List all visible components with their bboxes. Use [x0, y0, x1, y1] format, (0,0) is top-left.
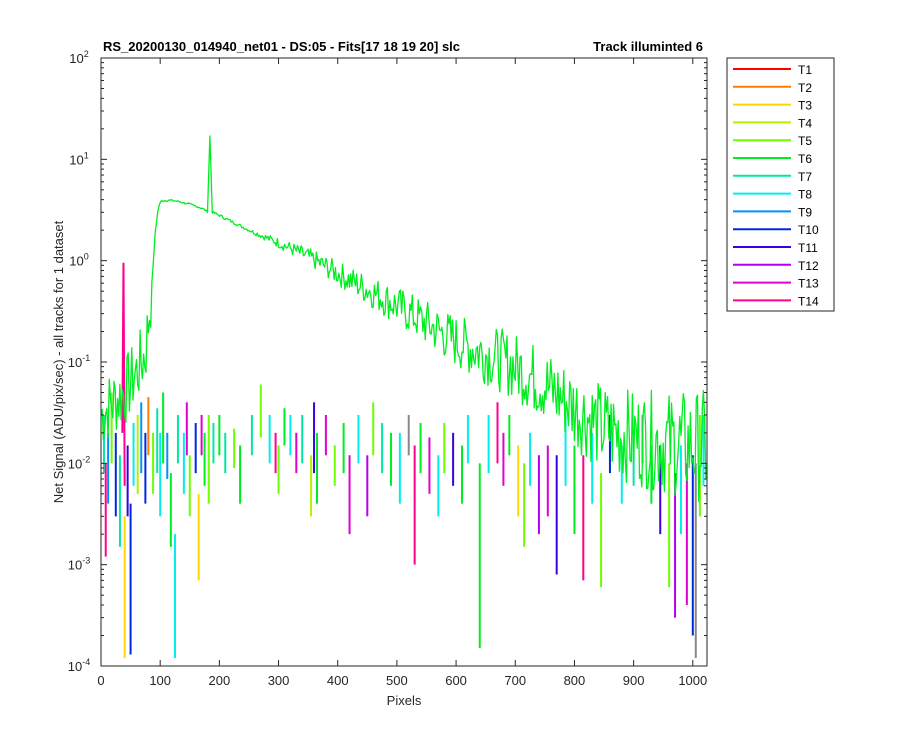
- legend-label: T14: [798, 294, 819, 308]
- y-tick-label: 102: [69, 49, 88, 66]
- chart-title-left: RS_20200130_014940_net01 - DS:05 - Fits[…: [103, 39, 460, 54]
- x-axis-label: Pixels: [387, 693, 422, 708]
- legend-label: T2: [798, 81, 812, 95]
- x-axis-ticks: 0 100 200 300 400 500 600 700 800 900 1000: [97, 58, 707, 688]
- legend-box: [726, 57, 835, 312]
- legend-label: T12: [798, 259, 819, 273]
- x-tick-label: 500: [386, 673, 408, 688]
- legend-label: T1: [798, 63, 812, 77]
- x-tick-label: 100: [149, 673, 171, 688]
- x-tick-label: 200: [209, 673, 231, 688]
- legend: T1 T2 T3 T4 T5 T6 T7 T8 T9 T10 T11 T12 T13 T14: [726, 57, 835, 312]
- legend-items: T1 T2 T3 T4 T5 T6 T7 T8 T9 T10 T11 T12 T13 T14: [733, 63, 819, 308]
- x-tick-label: 400: [327, 673, 349, 688]
- x-tick-label: 800: [564, 673, 586, 688]
- x-tick-label: 600: [445, 673, 467, 688]
- legend-label: T10: [798, 223, 819, 237]
- x-tick-label: 300: [268, 673, 290, 688]
- x-tick-label: 1000: [678, 673, 707, 688]
- y-tick-label: 100: [69, 252, 88, 269]
- y-tick-label: 10-1: [68, 353, 90, 370]
- legend-label: T9: [798, 205, 812, 219]
- plot-area: [101, 58, 707, 666]
- chart-title-right: Track illuminted 6: [593, 39, 703, 54]
- track-segments: [102, 384, 705, 658]
- legend-label: T3: [798, 99, 812, 113]
- y-axis-label: Net Signal (ADU/pix/sec) - all tracks fo…: [51, 220, 66, 503]
- legend-label: T5: [798, 134, 812, 148]
- y-axis-ticks: 10-4 10-3 10-2 10-1 100 101 102: [68, 49, 707, 674]
- x-tick-label: 700: [504, 673, 526, 688]
- legend-label: T6: [798, 152, 812, 166]
- spike-series-fall: [122, 262, 126, 486]
- y-tick-label: 10-4: [68, 657, 90, 674]
- y-tick-label: 10-3: [68, 556, 90, 573]
- legend-label: T13: [798, 277, 819, 291]
- main-series-line: [101, 135, 707, 503]
- y-tick-label: 101: [69, 150, 88, 167]
- legend-label: T11: [798, 241, 818, 255]
- x-tick-label: 0: [97, 673, 104, 688]
- legend-label: T7: [798, 170, 812, 184]
- legend-label: T4: [798, 116, 812, 130]
- legend-label: T8: [798, 188, 812, 202]
- x-tick-label: 900: [623, 673, 645, 688]
- series-lines: [101, 135, 707, 503]
- y-tick-label: 10-2: [68, 454, 90, 471]
